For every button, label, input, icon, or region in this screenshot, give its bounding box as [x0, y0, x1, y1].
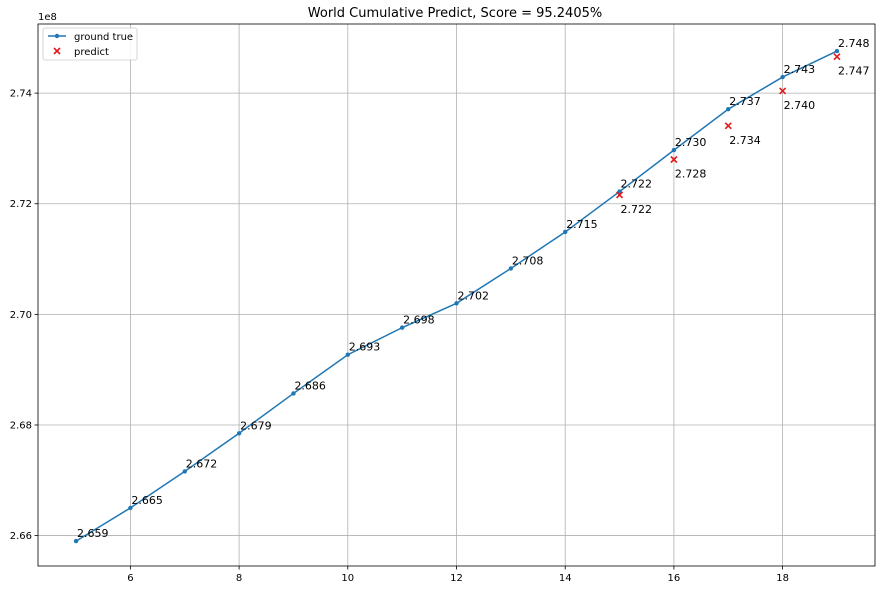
ground-true-data-label: 2.659 [77, 527, 109, 540]
x-tick-label: 8 [236, 573, 242, 584]
ground-true-data-label: 2.693 [349, 341, 381, 354]
predict-marker-stroke [724, 122, 732, 130]
ground-true-data-label: 2.730 [675, 136, 707, 149]
predict-point [615, 191, 624, 199]
legend-marker-ground-true [54, 33, 60, 39]
y-tick-label: 2.74 [10, 89, 32, 100]
y-offset-label: 1e8 [38, 12, 57, 23]
ground-true-data-label: 2.722 [621, 178, 653, 191]
legend-label-predict: predict [74, 47, 109, 58]
ground-true-point [73, 538, 79, 544]
y-tick-label: 2.68 [10, 420, 32, 431]
ground-true-point [508, 266, 514, 271]
ground-true-data-label: 2.743 [784, 63, 816, 76]
predict-point [833, 53, 841, 61]
ground-true-point [563, 229, 568, 235]
y-tick-label: 2.72 [10, 199, 32, 210]
y-tick-label: 2.70 [10, 310, 32, 321]
legend: ground true predict [42, 27, 138, 61]
ground-true-point [291, 391, 296, 396]
ground-true-point [345, 352, 350, 357]
ground-true-point [128, 505, 133, 511]
predict-marker-stroke [833, 53, 841, 61]
ground-true-point [399, 325, 405, 330]
ground-true-data-label: 2.686 [294, 379, 326, 392]
ground-true-point [454, 301, 459, 306]
predict-data-label: 2.747 [838, 65, 870, 78]
predict-point [670, 155, 678, 164]
ground-true-point [834, 48, 840, 54]
predict-data-label: 2.740 [784, 99, 816, 112]
x-tick-label: 6 [127, 573, 133, 584]
x-tick-label: 14 [559, 573, 572, 584]
ground-true-data-label: 2.702 [458, 289, 490, 302]
ground-true-point [671, 147, 677, 153]
y-tick-label: 2.66 [10, 531, 32, 542]
ground-true-data-label: 2.708 [512, 254, 544, 267]
ground-true-data-label: 2.748 [838, 37, 870, 50]
predict-data-label: 2.728 [675, 168, 707, 181]
x-tick-label: 16 [668, 573, 681, 584]
predict-marker-stroke [779, 87, 787, 95]
x-tick-label: 18 [776, 573, 789, 584]
predict-data-label: 2.722 [621, 203, 653, 216]
predict-data-label: 2.734 [729, 134, 761, 147]
x-tick-label: 10 [341, 573, 354, 584]
ground-true-point [726, 106, 731, 112]
legend-label-ground-true: ground true [74, 32, 133, 43]
predict-marker-stroke [615, 191, 624, 199]
grid-layer [38, 24, 875, 566]
predict-point [724, 122, 732, 130]
ground-true-point [236, 431, 242, 436]
legend-box [42, 27, 138, 61]
ground-true-data-label: 2.715 [566, 218, 598, 231]
legend-swatch-predict [53, 47, 61, 55]
ground-true-data-label: 2.679 [240, 419, 272, 432]
predict-marker-stroke [670, 155, 678, 164]
chart-title: World Cumulative Predict, Score = 95.240… [308, 6, 602, 21]
series-layer: 2.659 2.665 2.672 2.679 2.686 2.693 2.698 2.702… [73, 37, 870, 544]
plot-frame [37, 23, 876, 567]
ground-true-data-label: 2.698 [403, 314, 435, 327]
ground-true-data-label: 2.737 [729, 95, 761, 108]
axes-layer: 6 8 10 12 14 16 18 2.66 2.68 2.70 2.72 2.74 [10, 23, 876, 584]
predict-point [779, 87, 787, 95]
ground-true-data-label: 2.672 [186, 457, 218, 470]
ground-true-data-label: 2.665 [131, 494, 163, 507]
x-tick-label: 12 [450, 573, 463, 584]
ground-true-point [780, 74, 785, 80]
ground-true-point [182, 469, 187, 474]
